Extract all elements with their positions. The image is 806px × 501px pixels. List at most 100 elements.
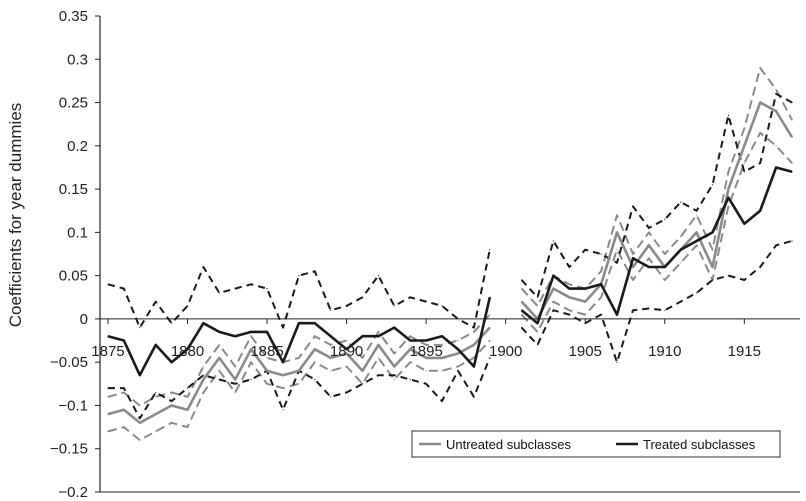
untreated-estimate-point: [696, 231, 698, 233]
untreated-upper-band-point: [139, 404, 141, 407]
x-tick-label: 1890: [330, 343, 363, 360]
treated-upper-band-point: [791, 101, 793, 104]
untreated-estimate-point: [584, 301, 586, 303]
untreated-upper-band-point: [266, 357, 268, 359]
treated-estimate-point: [282, 361, 284, 363]
treated-lower-band-point: [473, 396, 475, 398]
treated-estimate-point: [457, 348, 459, 350]
untreated-estimate-point: [250, 348, 252, 350]
treated-estimate-point: [346, 348, 348, 350]
untreated-upper-band-point: [568, 283, 570, 285]
treated-lower-band-point: [521, 327, 523, 329]
untreated-estimate-point: [632, 266, 634, 268]
untreated-estimate-point: [409, 348, 411, 350]
untreated-estimate-point: [377, 344, 379, 346]
treated-estimate-point: [775, 166, 777, 169]
treated-lower-band-point: [202, 374, 204, 376]
treated-upper-band-line: [107, 249, 491, 329]
treated-upper-band-point: [171, 322, 173, 324]
treated-estimate-point: [314, 322, 316, 324]
untreated-lower-band-point: [664, 279, 666, 281]
treated-estimate-point: [521, 309, 523, 311]
treated-lower-band-point: [680, 301, 682, 303]
treated-upper-band-point: [186, 305, 189, 307]
untreated-lower-band-point: [139, 439, 141, 441]
treated-upper-band-point: [727, 114, 730, 117]
untreated-lower-band-point: [186, 426, 189, 428]
treated-estimate-point: [743, 223, 745, 225]
untreated-upper-band-point: [202, 365, 204, 368]
treated-lower-band-point: [377, 374, 379, 376]
treated-upper-band-point: [711, 184, 714, 186]
treated-lower-band-point: [441, 400, 443, 402]
x-tick-label: 1910: [648, 343, 681, 360]
untreated-lower-band-point: [584, 314, 586, 316]
treated-lower-band-point: [234, 383, 236, 385]
untreated-estimate-point: [346, 352, 348, 355]
treated-estimate-point: [298, 322, 300, 324]
treated-lower-band-point: [489, 357, 491, 359]
treated-lower-band-point: [186, 387, 189, 389]
untreated-upper-band-point: [377, 331, 379, 333]
treated-lower-band-point: [568, 314, 570, 316]
treated-lower-band-point: [552, 309, 555, 311]
treated-upper-band-point: [346, 305, 348, 307]
treated-upper-band-point: [250, 283, 252, 285]
y-tick-label: 0.15: [59, 181, 88, 198]
untreated-lower-band-point: [759, 132, 761, 134]
treated-upper-band-point: [568, 266, 570, 268]
untreated-upper-band-point: [759, 67, 761, 69]
untreated-estimate-line: [107, 326, 491, 425]
untreated-estimate-point: [791, 136, 793, 138]
treated-upper-band-point: [536, 296, 539, 298]
untreated-upper-band-point: [298, 357, 300, 359]
y-tick-label: −0.15: [50, 441, 88, 458]
treated-lower-band-line: [520, 240, 793, 364]
untreated-upper-band-point: [441, 344, 443, 346]
untreated-estimate-point: [202, 378, 204, 381]
untreated-lower-band-point: [552, 301, 555, 303]
untreated-upper-band-point: [218, 344, 220, 346]
untreated-estimate-point: [489, 327, 491, 329]
treated-lower-band-point: [536, 344, 539, 346]
treated-lower-band-point: [759, 266, 761, 268]
untreated-estimate-point: [568, 296, 570, 298]
treated-lower-band-point: [696, 292, 698, 294]
treated-upper-band-point: [648, 227, 650, 229]
untreated-upper-band-point: [664, 253, 666, 255]
untreated-upper-band-point: [409, 335, 411, 337]
untreated-upper-band-point: [123, 391, 125, 394]
untreated-upper-band-point: [680, 236, 682, 238]
x-tick-label: 1875: [91, 343, 124, 360]
treated-estimate-point: [377, 335, 379, 337]
y-axis-title: Coefficients for year dummies: [6, 103, 25, 328]
treated-estimate-point: [552, 275, 555, 277]
treated-upper-band-point: [218, 292, 220, 294]
x-tick-label: 1895: [409, 343, 442, 360]
y-tick-label: 0.2: [67, 138, 88, 155]
untreated-estimate-point: [139, 422, 141, 424]
legend-box: [411, 430, 781, 458]
untreated-upper-band-point: [536, 305, 539, 307]
x-tick-label: 1905: [569, 343, 602, 360]
treated-lower-band-point: [775, 244, 777, 246]
untreated-upper-band-point: [155, 396, 157, 398]
untreated-estimate-point: [234, 378, 236, 381]
treated-lower-band-point: [330, 396, 332, 398]
y-tick-label: −0.05: [50, 354, 88, 371]
untreated-estimate-point: [473, 344, 475, 346]
untreated-lower-band-point: [632, 279, 634, 281]
y-tick-label: 0.1: [67, 224, 88, 241]
untreated-upper-band-line: [520, 66, 793, 307]
treated-lower-band-point: [616, 361, 618, 363]
treated-upper-band-point: [361, 296, 364, 298]
treated-upper-band-point: [632, 205, 634, 207]
treated-estimate-point: [584, 288, 586, 290]
untreated-upper-band-point: [775, 89, 777, 91]
treated-lower-band-point: [711, 279, 714, 281]
untreated-estimate-point: [218, 357, 220, 359]
treated-estimate-point: [473, 365, 475, 368]
untreated-upper-band-point: [330, 344, 332, 346]
untreated-lower-band-point: [171, 422, 173, 424]
